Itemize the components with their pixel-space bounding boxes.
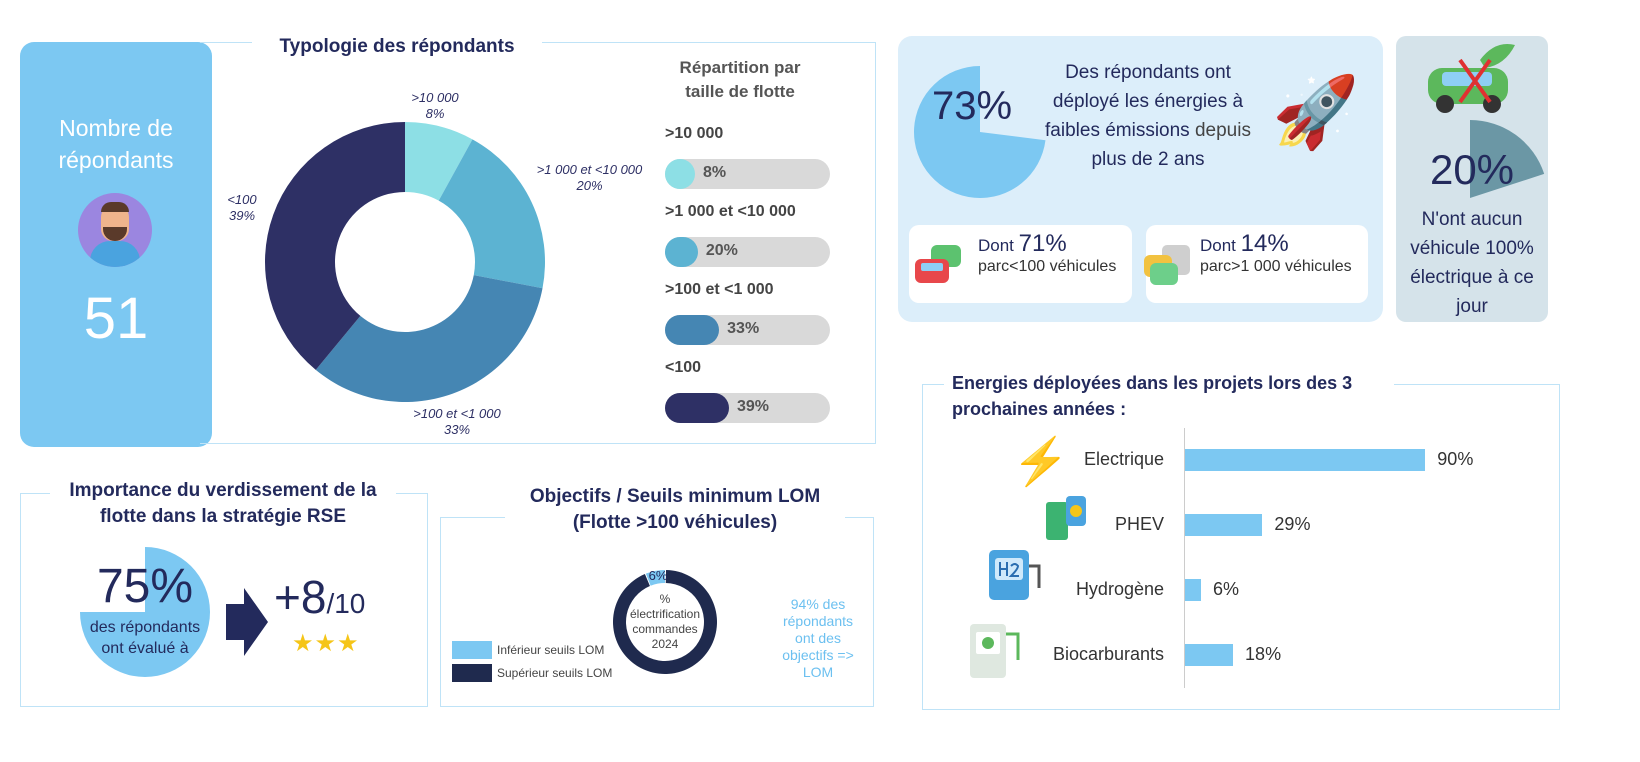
green-text: des répondants ont évalué à	[89, 619, 201, 657]
energy-value: 90%	[1437, 449, 1474, 469]
deployed-text: Des répondants ont déployé les énergies à…	[1045, 62, 1251, 170]
legend-category: >100 et <1 000	[665, 281, 774, 298]
legend-bar-fill	[665, 159, 695, 189]
legend-bar-value: 33%	[727, 320, 760, 337]
legend-bar-fill	[665, 393, 729, 423]
energy-bar	[1185, 449, 1426, 471]
phev-charger-icon	[1046, 496, 1086, 540]
arrow-right-icon	[226, 588, 268, 656]
vans-icon	[1144, 245, 1190, 285]
donut-label-over-10000: >10 000 8%	[411, 90, 459, 121]
donut-slice	[315, 275, 543, 402]
donut-value-label: 94%	[662, 674, 688, 689]
energy-bar	[1185, 579, 1202, 601]
lom-title: Objectifs / Seuils minimum LOM (Flotte >…	[505, 484, 845, 536]
donut-label-100-1000: >100 et <1 000 33%	[413, 406, 501, 437]
energies-title: Energies déployées dans les projets lors…	[944, 370, 1394, 422]
no-ev-text: N'ont aucun véhicule 100% électrique à c…	[1410, 209, 1534, 317]
pie-slice	[1470, 120, 1545, 198]
donut-slice	[265, 121, 405, 370]
cars-icon	[915, 245, 961, 283]
legend-category: >10 000	[665, 125, 724, 142]
energies-axis	[1184, 428, 1185, 688]
green-score: +8/10	[274, 571, 366, 623]
energy-value: 6%	[1213, 579, 1240, 599]
typology-donut-chart	[265, 121, 545, 402]
legend-category: <100	[665, 359, 702, 376]
legend-bar: 8%	[665, 159, 830, 189]
lom-donut-chart: 6% 94%	[613, 570, 717, 689]
avatar	[78, 193, 152, 267]
deployed-pie	[914, 66, 1046, 199]
pie-slice	[914, 66, 1046, 199]
legend-bar: 39%	[665, 393, 830, 423]
energy-category: PHEV	[1114, 514, 1164, 534]
donut-label-under-100: <100 39%	[227, 192, 257, 223]
deployed-pct: 73%	[932, 84, 1013, 128]
green-title: Importance du verdissement de la flotte …	[50, 478, 396, 530]
legend-bar: 20%	[665, 237, 830, 267]
stat-large-fleet: Dont 14% parc>1 000 véhicules	[1200, 230, 1352, 275]
energy-category: Biocarburants	[1052, 644, 1164, 664]
energy-bar	[1185, 644, 1234, 666]
donut-slice	[405, 122, 473, 201]
legend-bar-value: 20%	[705, 242, 738, 259]
respondents-count: 51	[83, 286, 149, 351]
legend-bar-value: 39%	[737, 398, 770, 415]
energy-value: 18%	[1245, 644, 1282, 664]
typology-title: Typologie des répondants	[252, 34, 542, 60]
legend-bar-fill	[665, 315, 720, 345]
donut-slice	[645, 570, 665, 586]
legend-category: >1 000 et <10 000	[665, 203, 796, 220]
energy-category: Hydrogène	[1075, 579, 1164, 599]
energy-bar	[1185, 514, 1263, 536]
legend-bar-fill	[665, 237, 698, 267]
energy-category: Electrique	[1083, 449, 1164, 469]
stat-small-fleet: Dont 71% parc<100 véhicules	[978, 230, 1117, 275]
donut-label-1000-10000: >1 000 et <10 000 20%	[536, 162, 643, 193]
star-rating-icon: ★★★	[292, 630, 360, 657]
legend-title: Répartition par taille de flotte	[679, 58, 801, 101]
no-ev-pie	[1470, 120, 1545, 198]
no-ev-pct: 20%	[1429, 146, 1515, 193]
hydrogen-station-icon	[989, 550, 1041, 600]
no-electric-car-icon	[1428, 44, 1515, 113]
legend-bar-value: 8%	[703, 164, 727, 181]
pie-slice	[80, 547, 210, 677]
respondents-label: Nombre de répondants	[58, 115, 174, 173]
lom-center-label: % électrification commandes 2024	[629, 592, 701, 651]
biofuel-pump-icon	[970, 624, 1020, 678]
donut-value-label: 6%	[649, 570, 668, 583]
rocket-icon: 🚀	[1272, 73, 1360, 151]
lightning-icon: ⚡	[1012, 435, 1070, 487]
green-pct: 75%	[96, 560, 194, 613]
donut-slice	[438, 139, 545, 289]
green-pie	[80, 547, 210, 677]
energy-value: 29%	[1274, 514, 1311, 534]
legend-bar: 33%	[665, 315, 830, 345]
lom-legend: Inférieur seuils LOM Supérieur seuils LO…	[452, 641, 612, 682]
lom-note: 94% des répondants ont des objectifs => …	[782, 596, 854, 680]
